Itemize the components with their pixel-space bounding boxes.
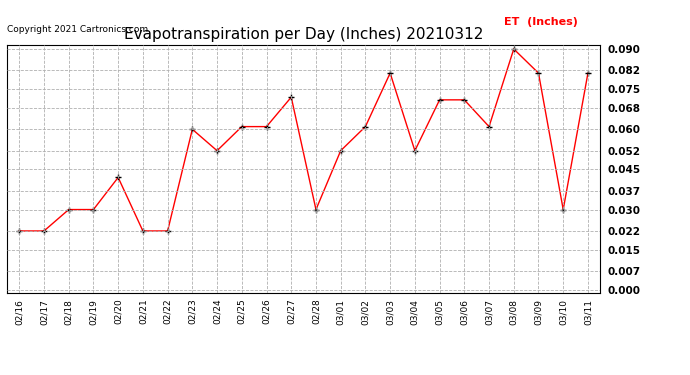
ET  (Inches) [213,148,221,153]
Line: ET  (Inches): ET (Inches) [17,46,591,234]
ET  (Inches) [164,229,172,233]
ET  (Inches) [287,95,295,99]
Legend: ET  (Inches): ET (Inches) [469,13,582,32]
ET  (Inches) [262,124,270,129]
ET  (Inches) [89,207,97,212]
ET  (Inches) [114,175,122,180]
ET  (Inches) [485,124,493,129]
ET  (Inches) [510,47,518,51]
ET  (Inches) [534,71,542,75]
ET  (Inches) [188,127,197,132]
ET  (Inches) [559,207,567,212]
ET  (Inches) [362,124,370,129]
ET  (Inches) [65,207,73,212]
ET  (Inches) [15,229,23,233]
ET  (Inches) [139,229,147,233]
ET  (Inches) [460,98,469,102]
ET  (Inches) [386,71,394,75]
Text: Copyright 2021 Cartronics.com: Copyright 2021 Cartronics.com [7,25,148,34]
ET  (Inches) [312,207,320,212]
ET  (Inches) [411,148,419,153]
ET  (Inches) [584,71,592,75]
ET  (Inches) [237,124,246,129]
ET  (Inches) [337,148,345,153]
ET  (Inches) [40,229,48,233]
ET  (Inches) [435,98,444,102]
Title: Evapotranspiration per Day (Inches) 20210312: Evapotranspiration per Day (Inches) 2021… [124,27,483,42]
